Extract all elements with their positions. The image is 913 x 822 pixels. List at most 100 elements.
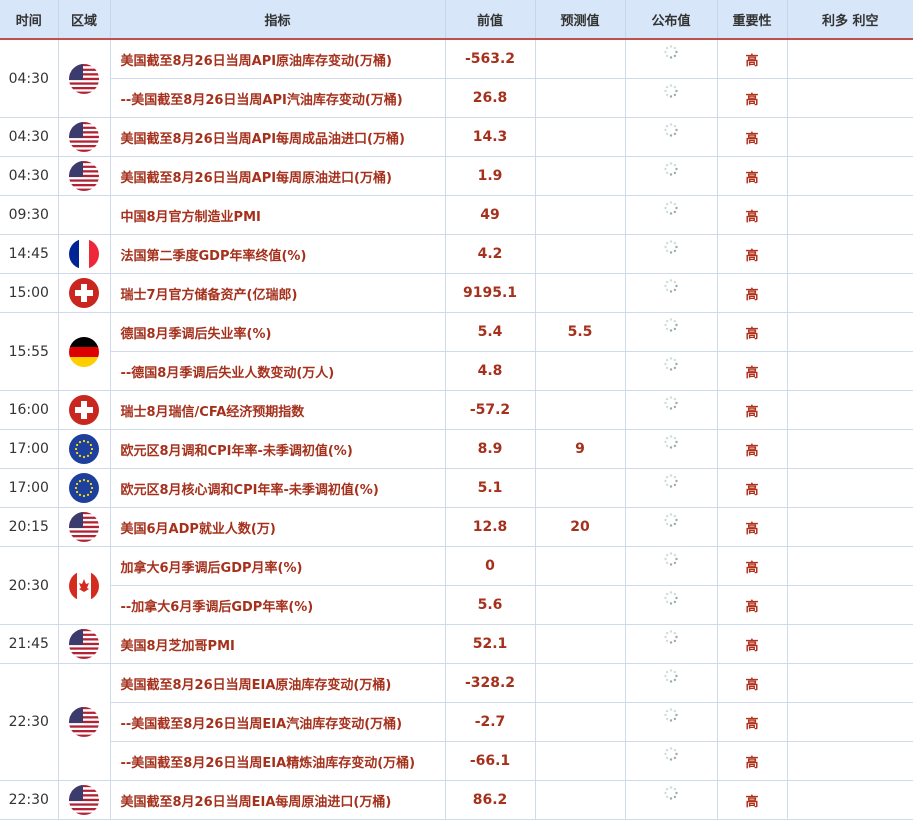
- indicator-link[interactable]: --加拿大6月季调后GDP年率(%): [110, 585, 446, 625]
- forecast-value: [534, 546, 626, 586]
- indicator-link[interactable]: 美国截至8月26日当周EIA原油库存变动(万桶): [109, 663, 446, 703]
- table-row[interactable]: 15:00 瑞士7月官方储备资产(亿瑞郎) 9195.1 高: [0, 273, 913, 313]
- table-row[interactable]: 04:30 美国截至8月26日当周API每周成品油进口(万桶) 14.3 高: [0, 117, 913, 157]
- region-cell: [57, 156, 111, 196]
- table-row[interactable]: 04:30 美国截至8月26日当周API每周原油进口(万桶) 1.9 高: [0, 156, 913, 196]
- table-row[interactable]: --美国截至8月26日当周EIA汽油库存变动(万桶) -2.7 高: [0, 702, 913, 742]
- indicator-link[interactable]: 美国截至8月26日当周API原油库存变动(万桶): [109, 38, 446, 79]
- table-row[interactable]: --美国截至8月26日当周EIA精炼油库存变动(万桶) -66.1 高: [0, 741, 913, 781]
- region-cell: [57, 312, 111, 391]
- forecast-value: [534, 468, 626, 508]
- bull-bear-cell: [786, 624, 913, 664]
- indicator-link[interactable]: 德国8月季调后失业率(%): [109, 312, 446, 352]
- importance-value: 高: [716, 585, 788, 625]
- indicator-link[interactable]: 美国8月芝加哥PMI: [109, 624, 446, 664]
- us-flag-icon: [69, 707, 99, 737]
- importance-value: 高: [716, 312, 788, 352]
- us-flag-icon: [69, 512, 99, 542]
- indicator-link[interactable]: 美国截至8月26日当周API每周原油进口(万桶): [109, 156, 446, 196]
- forecast-value: [534, 195, 626, 235]
- previous-value: 14.3: [444, 117, 536, 157]
- loading-spinner-icon: [663, 707, 679, 727]
- header-time: 时间: [0, 0, 58, 40]
- table-row[interactable]: 22:30 美国截至8月26日当周EIA原油库存变动(万桶) -328.2 高: [0, 663, 913, 781]
- indicator-link[interactable]: 瑞士7月官方储备资产(亿瑞郎): [109, 273, 446, 313]
- region-cell: [57, 468, 111, 508]
- importance-value: 高: [716, 78, 788, 118]
- table-row[interactable]: --德国8月季调后失业人数变动(万人) 4.8 高: [0, 351, 913, 391]
- region-cell: [57, 507, 111, 547]
- region-cell: [57, 38, 111, 118]
- table-row[interactable]: 22:30 美国截至8月26日当周EIA每周原油进口(万桶) 86.2 高: [0, 780, 913, 820]
- region-cell: [57, 390, 111, 430]
- bull-bear-cell: [786, 546, 913, 586]
- indicator-link[interactable]: --美国截至8月26日当周EIA汽油库存变动(万桶): [110, 702, 446, 742]
- table-row[interactable]: 21:45 美国8月芝加哥PMI 52.1 高: [0, 624, 913, 664]
- bull-bear-cell: [786, 507, 913, 547]
- previous-value: 49: [444, 195, 536, 235]
- time-cell: 21:45: [0, 624, 59, 664]
- indicator-link[interactable]: 欧元区8月调和CPI年率-未季调初值(%): [109, 429, 446, 469]
- indicator-link[interactable]: 加拿大6月季调后GDP月率(%): [109, 546, 446, 586]
- table-row[interactable]: 16:00 瑞士8月瑞信/CFA经济预期指数 -57.2 高: [0, 390, 913, 430]
- indicator-link[interactable]: 瑞士8月瑞信/CFA经济预期指数: [109, 390, 446, 430]
- indicator-link[interactable]: --美国截至8月26日当周API汽油库存变动(万桶): [110, 78, 446, 118]
- table-row[interactable]: --美国截至8月26日当周API汽油库存变动(万桶) 26.8 高: [0, 78, 913, 118]
- loading-spinner-icon: [663, 161, 679, 181]
- region-cell: [57, 234, 111, 274]
- table-row[interactable]: 04:30 美国截至8月26日当周API原油库存变动(万桶) -563.2 高: [0, 38, 913, 118]
- forecast-value: [534, 117, 626, 157]
- table-row[interactable]: 17:00 欧元区8月核心调和CPI年率-未季调初值(%) 5.1 高: [0, 468, 913, 508]
- time-cell: 17:00: [0, 468, 59, 508]
- forecast-value: [534, 663, 626, 703]
- table-row[interactable]: 20:15 美国6月ADP就业人数(万) 12.8 20 高: [0, 507, 913, 547]
- indicator-link[interactable]: 美国截至8月26日当周API每周成品油进口(万桶): [109, 117, 446, 157]
- table-row[interactable]: --加拿大6月季调后GDP年率(%) 5.6 高: [0, 585, 913, 625]
- region-cell: [57, 663, 111, 781]
- actual-value: [624, 663, 718, 703]
- loading-spinner-icon: [663, 44, 679, 64]
- previous-value: -328.2: [444, 663, 536, 703]
- indicator-link[interactable]: 欧元区8月核心调和CPI年率-未季调初值(%): [109, 468, 446, 508]
- table-row[interactable]: 20:30 加拿大6月季调后GDP月率(%) 0 高: [0, 546, 913, 625]
- importance-value: 高: [716, 273, 788, 313]
- importance-value: 高: [716, 702, 788, 742]
- region-cell: [57, 273, 111, 313]
- forecast-value: [534, 273, 626, 313]
- table-row[interactable]: 09:30 中国8月官方制造业PMI 49 高: [0, 195, 913, 235]
- indicator-link[interactable]: --德国8月季调后失业人数变动(万人): [110, 351, 446, 391]
- bull-bear-cell: [786, 38, 913, 79]
- actual-value: [624, 468, 718, 508]
- previous-value: -2.7: [444, 702, 536, 742]
- indicator-link[interactable]: --美国截至8月26日当周EIA精炼油库存变动(万桶): [110, 741, 446, 781]
- indicator-link[interactable]: 美国截至8月26日当周EIA每周原油进口(万桶): [109, 780, 446, 820]
- indicator-link[interactable]: 法国第二季度GDP年率终值(%): [109, 234, 446, 274]
- time-cell: 04:30: [0, 38, 59, 118]
- header-actual: 公布值: [624, 0, 717, 40]
- time-cell: 04:30: [0, 117, 59, 157]
- previous-value: 5.6: [444, 585, 536, 625]
- table-row[interactable]: 14:45 法国第二季度GDP年率终值(%) 4.2 高: [0, 234, 913, 274]
- importance-value: 高: [716, 507, 788, 547]
- table-row[interactable]: 17:00 欧元区8月调和CPI年率-未季调初值(%) 8.9 9 高: [0, 429, 913, 469]
- indicator-link[interactable]: 中国8月官方制造业PMI: [109, 195, 446, 235]
- previous-value: -66.1: [444, 741, 536, 781]
- table-row[interactable]: 15:55 德国8月季调后失业率(%) 5.4 5.5 高: [0, 312, 913, 391]
- forecast-value: [534, 351, 626, 391]
- time-cell: 20:15: [0, 507, 59, 547]
- header-region: 区域: [57, 0, 110, 40]
- loading-spinner-icon: [663, 395, 679, 415]
- header-previous: 前值: [444, 0, 535, 40]
- previous-value: 0: [444, 546, 536, 586]
- bull-bear-cell: [786, 780, 913, 820]
- eu-flag-icon: [69, 473, 99, 503]
- previous-value: 8.9: [444, 429, 536, 469]
- loading-spinner-icon: [663, 434, 679, 454]
- forecast-value: [534, 585, 626, 625]
- bull-bear-cell: [786, 78, 913, 118]
- forecast-value: 20: [534, 507, 626, 547]
- indicator-link[interactable]: 美国6月ADP就业人数(万): [109, 507, 446, 547]
- previous-value: 12.8: [444, 507, 536, 547]
- actual-value: [624, 38, 718, 79]
- time-cell: 22:30: [0, 663, 59, 781]
